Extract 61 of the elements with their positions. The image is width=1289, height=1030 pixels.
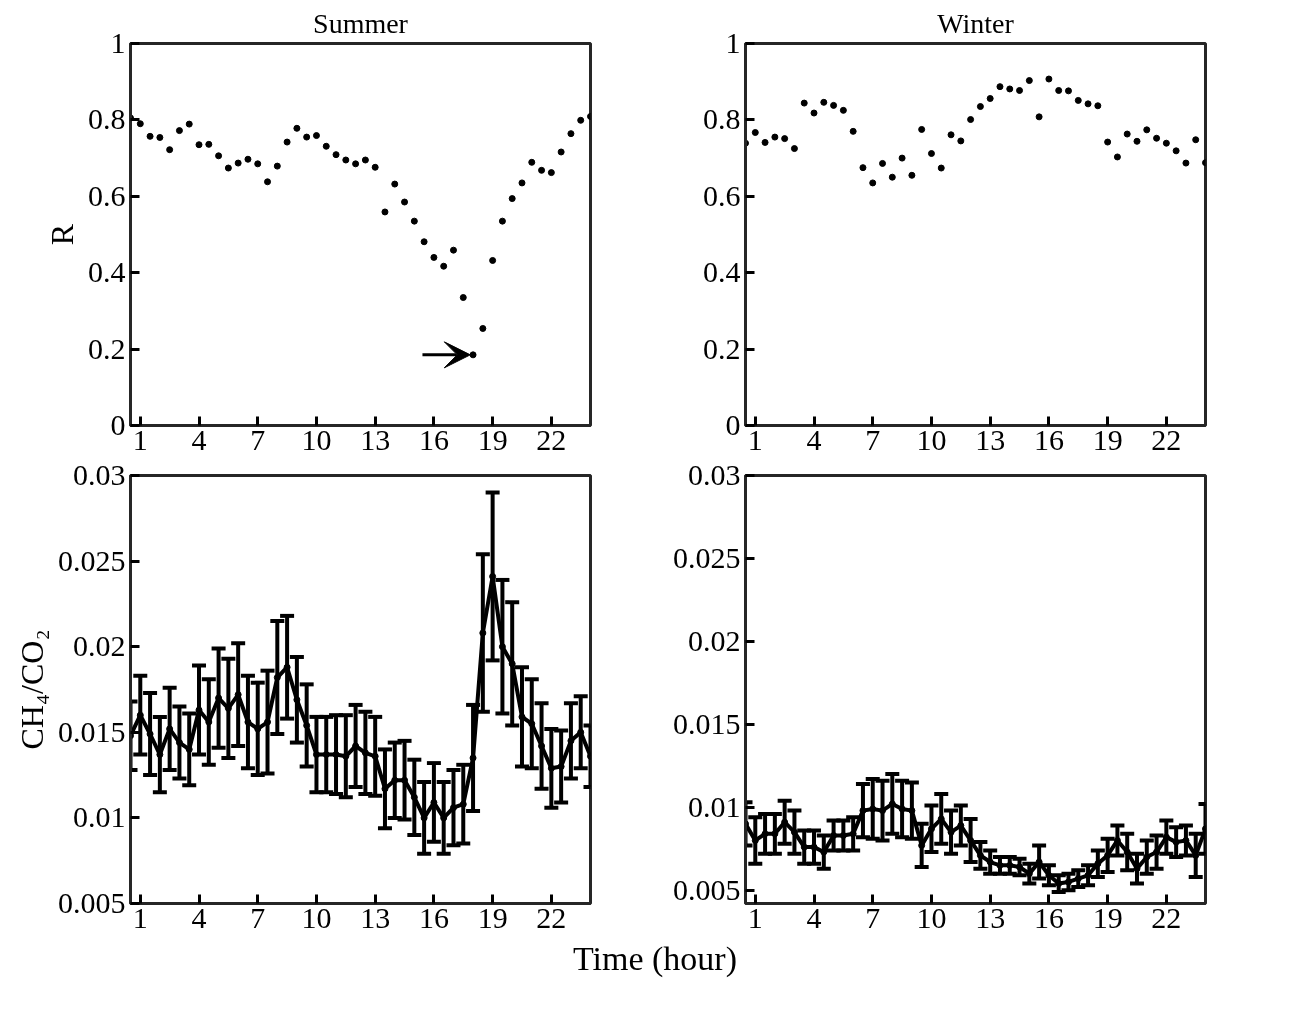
y-tick-label: 0.6 [88, 178, 126, 212]
chart-title: Winter [937, 7, 1015, 39]
x-tick-label: 7 [865, 900, 881, 934]
x-tick-label: 16 [1033, 422, 1064, 456]
y-tick-label: 0.6 [703, 178, 741, 212]
x-tick-label: 4 [806, 422, 822, 456]
x-tick-label: 22 [536, 900, 567, 934]
y-tick-label: 0.01 [688, 789, 741, 823]
x-tick-label: 22 [1151, 422, 1182, 456]
y-tick-label: 0.8 [88, 102, 126, 136]
x-tick-label: 19 [1092, 422, 1123, 456]
y-tick-label: 0.025 [58, 543, 126, 577]
x-tick-label: 1 [747, 422, 763, 456]
y-tick-label: 0.015 [58, 714, 126, 748]
chart-title: Summer [313, 7, 409, 39]
x-tick-label: 19 [477, 422, 508, 456]
x-tick-label: 13 [360, 900, 391, 934]
x-tick-label: 1 [132, 900, 148, 934]
x-tick-label: 10 [301, 900, 332, 934]
y-tick-label: 0.2 [703, 331, 741, 365]
y-tick-label: 0.025 [673, 540, 741, 574]
y-tick-label: 0 [110, 408, 126, 441]
y-axis-title: CH₄/CO₂ [14, 629, 50, 750]
y-tick-label: 0.005 [58, 886, 126, 919]
x-tick-label: 22 [1151, 900, 1182, 934]
x-tick-label: 19 [1092, 900, 1123, 934]
y-tick-label: 0.03 [73, 458, 126, 491]
x-tick-label: 7 [865, 422, 881, 456]
x-tick-label: 16 [418, 900, 449, 934]
y-tick-label: 0.4 [703, 255, 741, 289]
x-tick-label: 4 [806, 900, 822, 934]
y-tick-label: 0.8 [703, 102, 741, 136]
y-tick-label: 0.02 [688, 623, 741, 657]
y-tick-label: 1 [110, 26, 126, 59]
x-tick-label: 7 [250, 900, 266, 934]
y-tick-label: 0.03 [688, 458, 741, 491]
x-tick-label: 10 [916, 900, 947, 934]
y-tick-label: 0.015 [673, 706, 741, 740]
x-tick-label: 10 [301, 422, 332, 456]
x-tick-label: 13 [360, 422, 391, 456]
y-tick-label: 0.4 [88, 255, 126, 289]
y-tick-label: 0 [725, 408, 741, 441]
x-tick-label: 19 [477, 900, 508, 934]
x-tick-label: 13 [975, 422, 1006, 456]
y-tick-label: 0.2 [88, 331, 126, 365]
x-tick-label: 10 [916, 422, 947, 456]
y-axis-title: R [44, 223, 80, 246]
x-tick-label: 4 [191, 900, 207, 934]
y-tick-label: 0.02 [73, 629, 126, 663]
x-axis-title: Time (hour) [572, 939, 738, 979]
x-tick-label: 4 [191, 422, 207, 456]
x-tick-label: 1 [132, 422, 148, 456]
x-tick-label: 1 [747, 900, 763, 934]
x-tick-label: 22 [536, 422, 567, 456]
y-tick-label: 1 [725, 26, 741, 59]
y-tick-label: 0.01 [73, 800, 126, 834]
x-tick-label: 7 [250, 422, 266, 456]
x-tick-label: 16 [418, 422, 449, 456]
x-tick-label: 16 [1033, 900, 1064, 934]
x-tick-label: 13 [975, 900, 1006, 934]
y-tick-label: 0.005 [673, 872, 741, 906]
